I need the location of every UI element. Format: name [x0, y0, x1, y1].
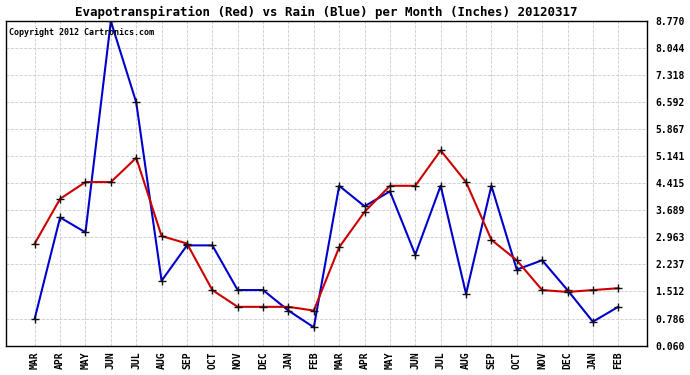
Text: Copyright 2012 Cartronics.com: Copyright 2012 Cartronics.com [9, 28, 154, 37]
Title: Evapotranspiration (Red) vs Rain (Blue) per Month (Inches) 20120317: Evapotranspiration (Red) vs Rain (Blue) … [75, 6, 578, 19]
